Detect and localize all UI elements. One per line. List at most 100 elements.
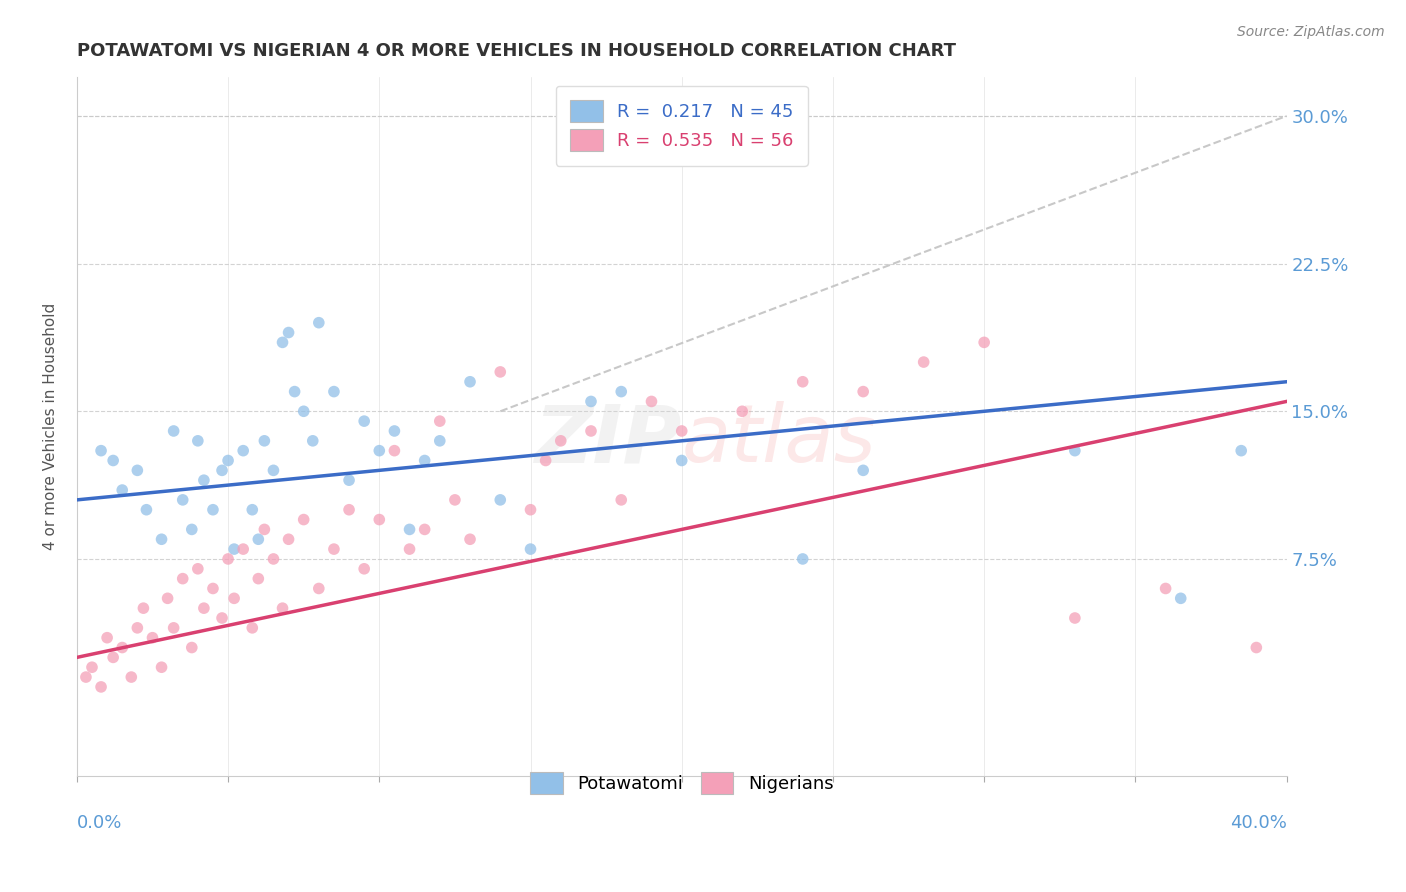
Point: [101, 453, 124, 467]
Point: [610, 492, 633, 507]
Point: [368, 512, 391, 526]
Text: 0.0%: 0.0%: [77, 814, 122, 832]
Point: [111, 483, 134, 497]
Point: [262, 463, 284, 477]
Point: [534, 453, 557, 467]
Point: [610, 384, 633, 399]
Point: [353, 414, 375, 428]
Point: [1063, 611, 1085, 625]
Point: [240, 621, 263, 635]
Point: [240, 502, 263, 516]
Point: [187, 434, 209, 448]
Point: [337, 502, 360, 516]
Text: atlas: atlas: [682, 401, 876, 479]
Point: [277, 533, 299, 547]
Y-axis label: 4 or more Vehicles in Household: 4 or more Vehicles in Household: [44, 302, 58, 549]
Point: [224, 542, 246, 557]
Point: [792, 375, 814, 389]
Point: [180, 640, 202, 655]
Point: [180, 523, 202, 537]
Point: [579, 394, 602, 409]
Point: [90, 680, 112, 694]
Point: [187, 562, 209, 576]
Point: [519, 502, 541, 516]
Point: [271, 335, 294, 350]
Point: [101, 650, 124, 665]
Point: [193, 473, 215, 487]
Point: [247, 572, 270, 586]
Point: [519, 542, 541, 557]
Point: [731, 404, 754, 418]
Point: [973, 335, 995, 350]
Point: [262, 552, 284, 566]
Point: [308, 316, 330, 330]
Point: [429, 414, 451, 428]
Point: [353, 562, 375, 576]
Point: [308, 582, 330, 596]
Point: [90, 443, 112, 458]
Point: [156, 591, 179, 606]
Point: [413, 523, 436, 537]
Point: [792, 552, 814, 566]
Point: [253, 523, 276, 537]
Point: [1154, 582, 1177, 596]
Point: [217, 453, 239, 467]
Point: [368, 443, 391, 458]
Point: [201, 502, 224, 516]
Point: [224, 591, 246, 606]
Point: [132, 601, 155, 615]
Point: [444, 492, 467, 507]
Point: [579, 424, 602, 438]
Point: [398, 523, 420, 537]
Point: [852, 384, 875, 399]
Point: [912, 355, 935, 369]
Point: [80, 660, 103, 674]
Point: [323, 384, 346, 399]
Text: ZIP: ZIP: [534, 401, 682, 479]
Point: [120, 670, 142, 684]
Point: [458, 533, 481, 547]
Point: [489, 492, 512, 507]
Point: [211, 463, 233, 477]
Point: [1063, 443, 1085, 458]
Point: [489, 365, 512, 379]
Point: [75, 670, 97, 684]
Point: [384, 443, 406, 458]
Point: [671, 453, 693, 467]
Point: [127, 463, 149, 477]
Text: Source: ZipAtlas.com: Source: ZipAtlas.com: [1237, 25, 1385, 39]
Point: [1170, 591, 1192, 606]
Point: [163, 621, 186, 635]
Point: [301, 434, 323, 448]
Point: [217, 552, 239, 566]
Point: [150, 660, 173, 674]
Point: [671, 424, 693, 438]
Point: [111, 640, 134, 655]
Point: [127, 621, 149, 635]
Point: [458, 375, 481, 389]
Point: [398, 542, 420, 557]
Point: [550, 434, 572, 448]
Point: [141, 631, 163, 645]
Text: 40.0%: 40.0%: [1230, 814, 1286, 832]
Point: [284, 384, 307, 399]
Legend: Potawatomi, Nigerians: Potawatomi, Nigerians: [516, 757, 848, 808]
Point: [852, 463, 875, 477]
Point: [172, 572, 194, 586]
Point: [193, 601, 215, 615]
Point: [1246, 640, 1268, 655]
Point: [96, 631, 118, 645]
Point: [277, 326, 299, 340]
Point: [1230, 443, 1253, 458]
Point: [135, 502, 157, 516]
Point: [292, 404, 315, 418]
Point: [429, 434, 451, 448]
Point: [271, 601, 294, 615]
Point: [232, 443, 254, 458]
Point: [640, 394, 662, 409]
Point: [163, 424, 186, 438]
Point: [337, 473, 360, 487]
Point: [172, 492, 194, 507]
Text: POTAWATOMI VS NIGERIAN 4 OR MORE VEHICLES IN HOUSEHOLD CORRELATION CHART: POTAWATOMI VS NIGERIAN 4 OR MORE VEHICLE…: [77, 42, 956, 60]
Point: [247, 533, 270, 547]
